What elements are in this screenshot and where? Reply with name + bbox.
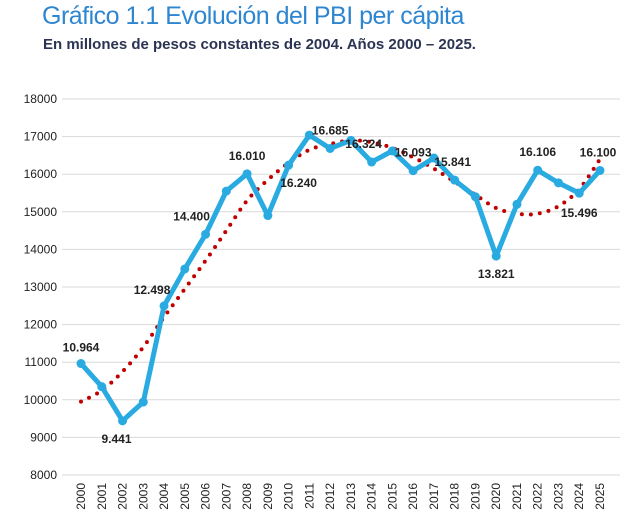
data-point: [138, 397, 148, 407]
data-label: 14.400: [173, 209, 210, 223]
x-tick-label: 2002: [116, 483, 130, 510]
y-tick-label: 13000: [24, 280, 58, 294]
data-point: [325, 143, 335, 153]
chart-title: Gráfico 1.1 Evolución del PBI per cápita: [42, 2, 464, 30]
y-tick-label: 9000: [30, 430, 57, 444]
x-tick-label: 2023: [551, 483, 565, 510]
data-point: [118, 416, 128, 426]
y-tick-label: 18000: [24, 92, 58, 106]
x-tick-label: 2019: [468, 483, 482, 510]
data-point: [595, 165, 605, 175]
data-point: [387, 146, 397, 156]
data-point: [574, 188, 584, 198]
data-point: [284, 160, 294, 170]
data-point: [367, 157, 377, 167]
data-label: 16.324: [345, 137, 382, 151]
data-point: [408, 166, 418, 176]
y-tick-label: 17000: [24, 130, 58, 144]
data-label: 12.498: [134, 283, 171, 297]
y-tick-label: 8000: [30, 468, 57, 482]
x-tick-label: 2020: [489, 483, 503, 510]
x-tick-label: 2001: [95, 483, 109, 510]
data-point: [304, 130, 314, 140]
data-point: [553, 178, 563, 188]
data-label: 16.010: [229, 149, 266, 163]
data-point: [159, 301, 169, 311]
data-label: 16.100: [580, 145, 617, 159]
data-label: 16.093: [395, 146, 432, 160]
x-tick-label: 2025: [593, 483, 607, 510]
data-point: [512, 199, 522, 209]
data-label: 10.964: [63, 341, 100, 355]
y-tick-label: 10000: [24, 393, 58, 407]
data-point: [470, 192, 480, 202]
data-label: 16.106: [519, 145, 556, 159]
x-tick-label: 2005: [178, 483, 192, 510]
x-tick-label: 2018: [448, 483, 462, 510]
x-tick-label: 2011: [302, 483, 316, 509]
y-tick-label: 11000: [25, 355, 58, 369]
data-label: 16.240: [280, 176, 317, 190]
y-tick-label: 12000: [24, 318, 58, 332]
data-point: [201, 229, 211, 239]
x-tick-label: 2013: [344, 483, 358, 510]
data-point: [180, 264, 190, 274]
series-line: [79, 132, 602, 424]
x-tick-label: 2021: [510, 483, 524, 510]
data-label: 9.441: [102, 432, 132, 446]
x-tick-label: 2008: [240, 483, 254, 510]
data-point: [97, 382, 107, 392]
data-point: [242, 169, 252, 179]
x-tick-label: 2014: [365, 483, 379, 510]
x-tick-label: 2000: [74, 483, 88, 510]
data-point: [429, 153, 439, 163]
y-tick-label: 16000: [24, 167, 58, 181]
data-label: 13.821: [478, 267, 515, 281]
data-label: 16.685: [312, 123, 349, 137]
x-tick-label: 2010: [282, 483, 296, 510]
data-label: 15.496: [561, 206, 598, 220]
y-tick-label: 14000: [24, 242, 58, 256]
y-tick-label: 15000: [24, 205, 58, 219]
data-point: [533, 165, 543, 175]
data-point: [263, 211, 273, 221]
x-tick-label: 2016: [406, 483, 420, 510]
x-tick-label: 2006: [199, 483, 213, 510]
data-point: [450, 175, 460, 185]
data-label: 15.841: [434, 155, 471, 169]
x-tick-label: 2017: [427, 483, 441, 510]
x-tick-label: 2003: [136, 483, 150, 510]
x-tick-label: 2015: [385, 483, 399, 510]
x-tick-label: 2007: [219, 483, 233, 510]
x-tick-label: 2009: [261, 483, 275, 510]
data-point: [221, 186, 231, 196]
chart-subtitle: En millones de pesos constantes de 2004.…: [43, 36, 476, 53]
data-point: [491, 251, 501, 261]
x-tick-label: 2012: [323, 483, 337, 510]
data-point: [346, 135, 356, 145]
x-tick-label: 2022: [531, 483, 545, 510]
x-tick-label: 2024: [572, 483, 586, 510]
data-point: [76, 359, 86, 369]
x-tick-label: 2004: [157, 483, 171, 510]
